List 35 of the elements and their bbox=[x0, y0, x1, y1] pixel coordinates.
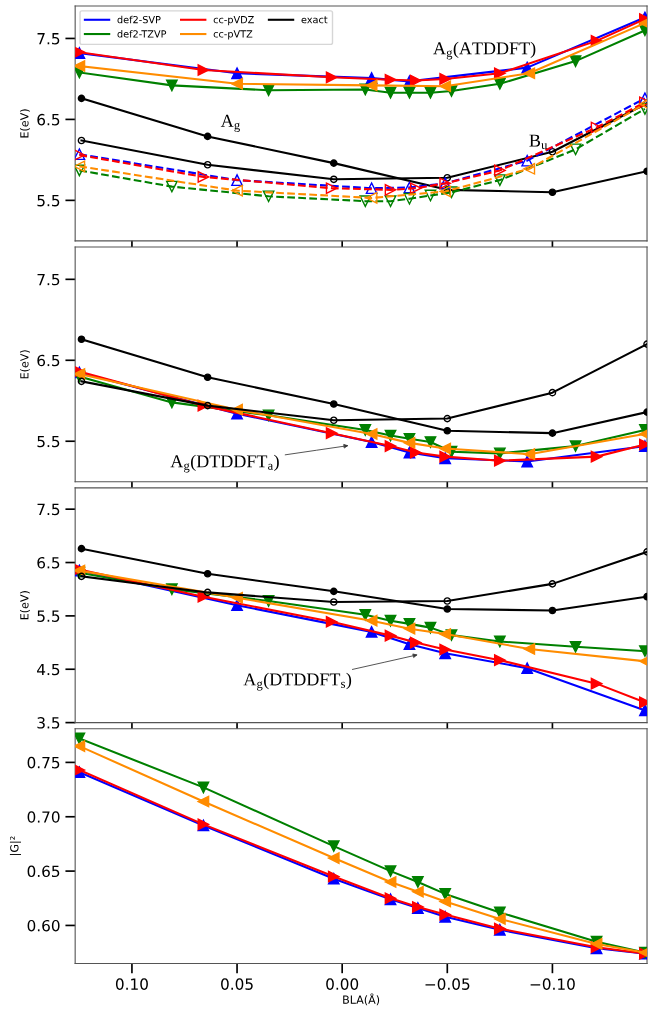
annotation: A$_{g}$ bbox=[220, 114, 240, 132]
y-tick-label: 0.70 bbox=[27, 811, 60, 823]
x-tick-label: 0.05 bbox=[221, 978, 253, 990]
annotation: A$_{g}$(ATDDFT) bbox=[433, 41, 536, 60]
x-axis-title: BLA(Å) bbox=[343, 993, 380, 1006]
legend-label: cc-pVTZ bbox=[213, 30, 253, 40]
y-tick-label: 0.65 bbox=[27, 865, 60, 878]
y-axis-title: E(eV) bbox=[19, 109, 30, 138]
y-tick-label: 5.5 bbox=[37, 610, 60, 622]
annotation: B$_{u}$ bbox=[529, 134, 548, 150]
y-axis-title: E(eV) bbox=[19, 350, 30, 379]
y-axis-title: |G|² bbox=[9, 836, 22, 855]
legend-label: exact bbox=[301, 16, 328, 24]
y-tick-label: 6.5 bbox=[37, 113, 60, 126]
y-tick-label: 7.5 bbox=[37, 503, 60, 516]
annotation: A$_{g}$(DTDDFT$_{s}$) bbox=[243, 672, 352, 691]
y-tick-label: 5.5 bbox=[37, 435, 60, 448]
annotation: A$_{g}$(DTDDFT$_{a}$) bbox=[170, 454, 279, 473]
y-tick-label: 3.5 bbox=[37, 717, 60, 729]
y-tick-label: 4.5 bbox=[37, 663, 60, 676]
y-tick-label: 5.5 bbox=[37, 195, 60, 207]
legend-label: def2-SVP bbox=[117, 15, 161, 24]
y-tick-label: 0.60 bbox=[27, 919, 60, 932]
y-axis-title: E(eV) bbox=[19, 591, 30, 620]
legend-label: cc-pVDZ bbox=[213, 16, 254, 26]
y-tick-label: 7.5 bbox=[37, 33, 60, 45]
x-tick-label: 0.10 bbox=[115, 978, 148, 990]
y-tick-label: 7.5 bbox=[37, 274, 60, 286]
x-tick-label: −0.10 bbox=[530, 978, 575, 990]
legend-label: def2-TZVP bbox=[117, 30, 167, 38]
y-tick-label: 6.5 bbox=[37, 556, 60, 569]
y-tick-label: 0.75 bbox=[27, 756, 60, 769]
y-tick-label: 6.5 bbox=[37, 354, 60, 367]
x-tick-label: −0.05 bbox=[425, 978, 470, 990]
x-tick-label: 0.00 bbox=[326, 978, 359, 990]
